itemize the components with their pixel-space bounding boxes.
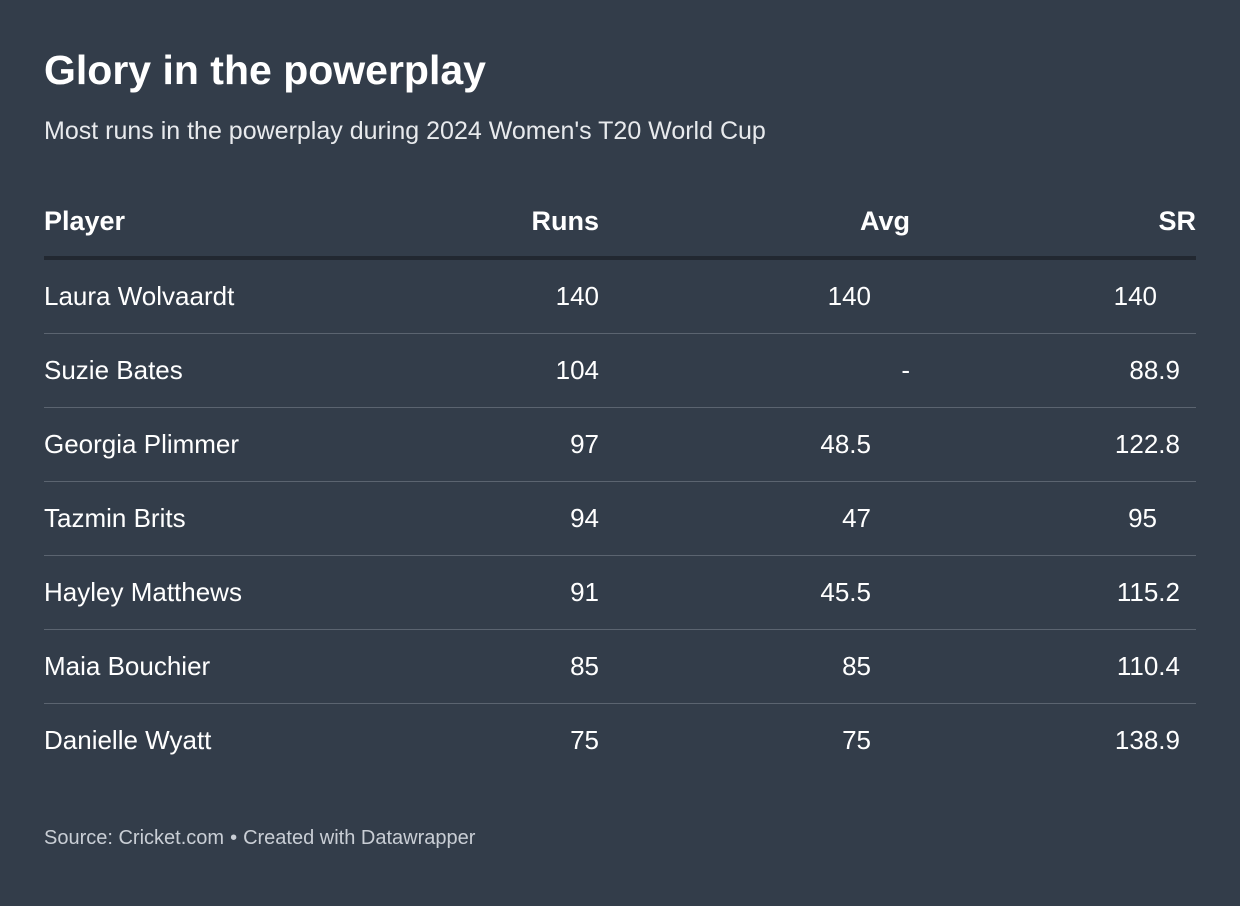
credit-note: Created with Datawrapper [243, 827, 476, 849]
chart-footer: Source: Cricket.com • Created with Datawra… [44, 824, 475, 852]
cell-runs: 104 [555, 355, 599, 385]
table-row: Georgia Plimmer 97 48.5 122.8 [44, 408, 1196, 482]
stats-table: Player Runs Avg SR Laura Wolvaardt 140 140… [44, 186, 1196, 777]
cell-runs: 85 [570, 651, 599, 681]
footer-separator: • [230, 827, 238, 849]
cell-sr: 140 [1113, 281, 1157, 311]
cell-sr: 122.8 [1114, 429, 1180, 459]
cell-sr: 115.2 [1116, 577, 1180, 607]
column-header-sr[interactable]: SR [1158, 206, 1196, 236]
cell-player: Hayley Matthews [44, 577, 242, 607]
chart-title: Glory in the powerplay [44, 47, 486, 93]
table-row: Hayley Matthews 91 45.5 115.2 [44, 556, 1196, 630]
cell-player: Georgia Plimmer [44, 429, 240, 459]
chart-subtitle: Most runs in the powerplay during 2024 W… [44, 117, 766, 145]
cell-sr: 138.9 [1114, 725, 1180, 755]
cell-avg: 140 [827, 281, 871, 311]
cell-avg: 85 [842, 651, 871, 681]
column-header-player[interactable]: Player [44, 206, 126, 236]
cell-avg: 75 [842, 725, 871, 755]
cell-player: Laura Wolvaardt [44, 281, 235, 311]
cell-avg: - [901, 355, 910, 385]
table-row: Danielle Wyatt 75 75 138.9 [44, 704, 1196, 777]
cell-avg: 45.5 [820, 577, 871, 607]
cell-avg: 47 [842, 503, 871, 533]
cell-sr: 110.4 [1116, 651, 1180, 681]
source-note: Source: Cricket.com [44, 827, 225, 849]
table-row: Suzie Bates 104 - 88.9 [44, 334, 1196, 408]
cell-runs: 91 [570, 577, 599, 607]
column-header-runs[interactable]: Runs [531, 206, 600, 236]
cell-runs: 94 [570, 503, 599, 533]
cell-runs: 140 [555, 281, 599, 311]
table-header-row: Player Runs Avg SR [44, 186, 1196, 260]
cell-player: Tazmin Brits [44, 503, 186, 533]
table-row: Maia Bouchier 85 85 110.4 [44, 630, 1196, 704]
column-header-avg[interactable]: Avg [859, 206, 910, 236]
cell-player: Danielle Wyatt [44, 725, 212, 755]
cell-runs: 75 [570, 725, 599, 755]
cell-player: Suzie Bates [44, 355, 183, 385]
table-body: Laura Wolvaardt 140 140 140 Suzie Bates 104 - 8… [44, 260, 1196, 777]
cell-sr: 88.9 [1129, 355, 1180, 385]
table-row: Laura Wolvaardt 140 140 140 [44, 260, 1196, 334]
cell-runs: 97 [570, 429, 599, 459]
cell-avg: 48.5 [820, 429, 871, 459]
cell-player: Maia Bouchier [44, 651, 211, 681]
cell-sr: 95 [1128, 503, 1157, 533]
table-row: Tazmin Brits 94 47 95 [44, 482, 1196, 556]
